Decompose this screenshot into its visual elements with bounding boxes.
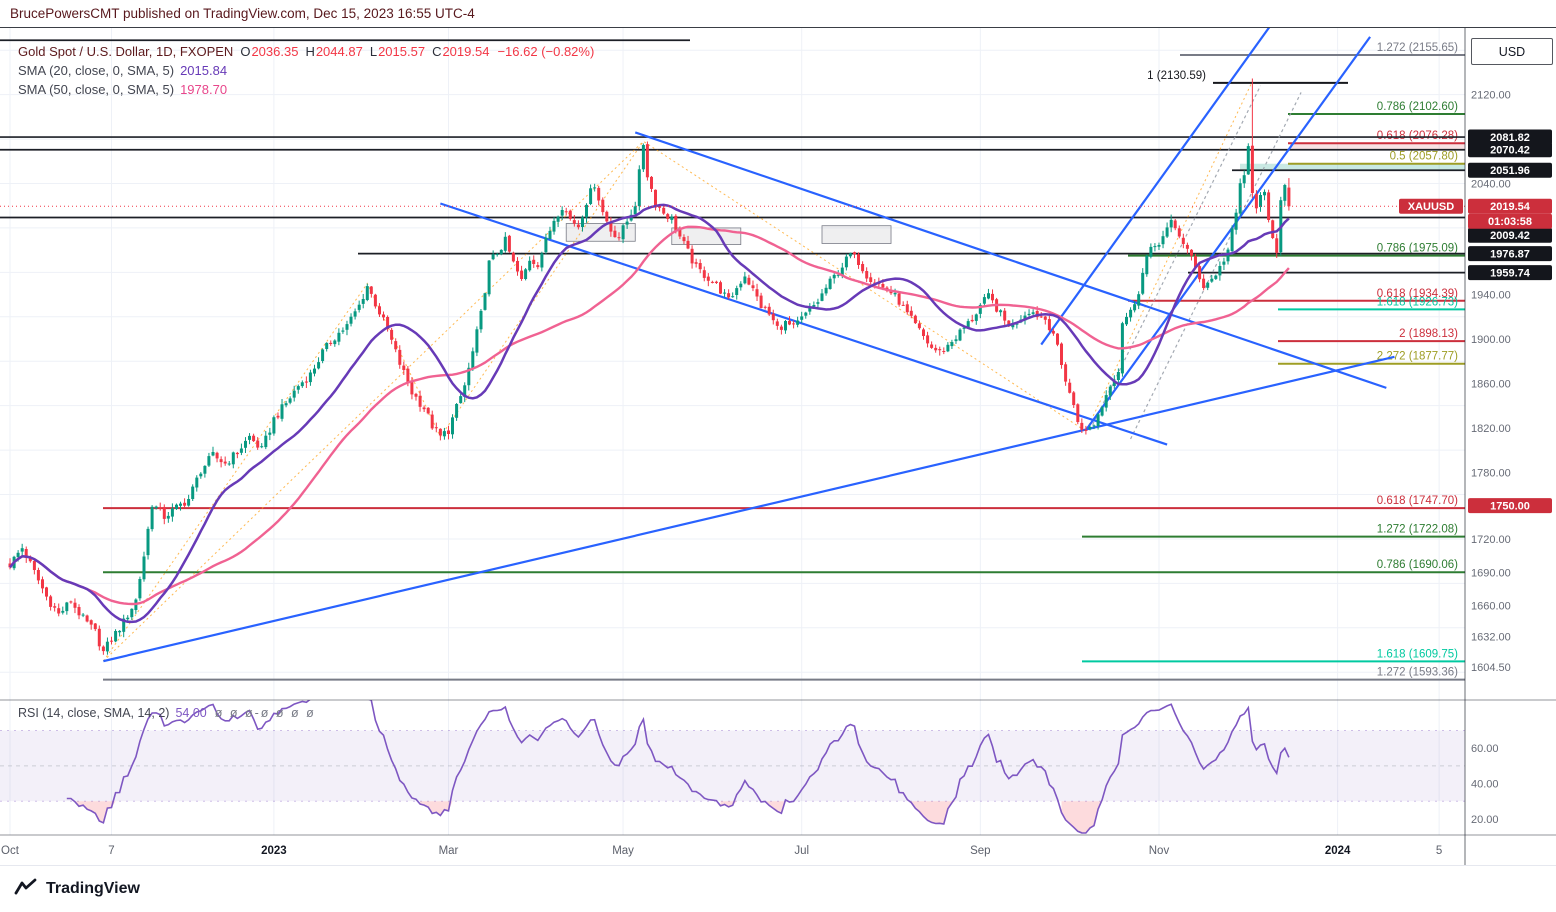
dotted-channel-line[interactable]: [1130, 92, 1302, 440]
time-axis-label[interactable]: 7: [108, 845, 114, 857]
price-axis-tick: 1604.50: [1471, 662, 1511, 674]
time-axis-label[interactable]: 2024: [1325, 845, 1351, 857]
axis-level-badge: [1468, 162, 1552, 178]
trendlines: [102, 28, 1395, 663]
currency-usd-button[interactable]: USD: [1471, 38, 1553, 65]
axis-level-badge-text: 2051.96: [1490, 165, 1530, 177]
bar-countdown-badge-text: 01:03:58: [1488, 216, 1532, 228]
fib-label: 1.618 (1926.73): [1377, 296, 1458, 308]
rsi-oversold-fill: [761, 801, 786, 814]
fib-label: 1.272 (2155.65): [1377, 42, 1458, 54]
time-axis-label[interactable]: 2023: [261, 845, 287, 857]
fib-zigzag[interactable]: [102, 81, 1253, 662]
fib-label: 0.786 (2102.60): [1377, 101, 1458, 113]
rsi-axis-tick: 20.00: [1471, 814, 1499, 826]
axis-fib-badge-text: 1750.00: [1490, 501, 1530, 513]
price-axis-tick: 1660.00: [1471, 601, 1511, 613]
price-axis-tick: 2120.00: [1471, 90, 1511, 102]
last-price-badge-text: 2019.54: [1490, 201, 1531, 213]
fib-label: 1.272 (1722.08): [1377, 524, 1458, 536]
symbol-price-badge-text: XAUUSD: [1408, 201, 1455, 213]
axis-level-badge: [1468, 246, 1552, 262]
time-axis-label[interactable]: May: [612, 845, 634, 857]
fib-label: 1 (2130.59): [1147, 70, 1206, 82]
trendline[interactable]: [1085, 36, 1371, 431]
fib-label: 0.618 (1934.39): [1377, 288, 1458, 300]
rsi-oversold-fill: [75, 801, 116, 823]
time-axis-label[interactable]: Jul: [794, 845, 809, 857]
price-axis-tick: 1940.00: [1471, 290, 1511, 302]
fib-label: 0.618 (1747.70): [1377, 495, 1458, 507]
axis-fib-badge: [1468, 498, 1552, 514]
fib-label: 1.618 (1609.75): [1377, 648, 1458, 660]
rsi-oversold-fill: [720, 801, 737, 807]
price-axis[interactable]: 2120.00 2040.00 1940.00 1900.00 1860.00 1820.…: [1468, 90, 1552, 826]
bar-countdown-badge: [1468, 213, 1552, 229]
trendline[interactable]: [103, 355, 1395, 663]
time-axis-label[interactable]: Sep: [970, 845, 990, 857]
time-axis-label[interactable]: Oct: [1, 845, 20, 857]
trendline[interactable]: [440, 202, 1168, 446]
rsi-axis-tick: 40.00: [1471, 779, 1499, 791]
price-axis-tick: 1720.00: [1471, 534, 1511, 546]
last-price-badge: [1468, 198, 1552, 214]
sma-50-line[interactable]: [9, 225, 1290, 606]
fib-label: 0.786 (1975.09): [1377, 243, 1458, 255]
dotted-channel-line[interactable]: [1089, 85, 1262, 431]
fib-zones: [565, 143, 1465, 245]
tradingview-logo-icon[interactable]: [14, 878, 38, 901]
fib-label: 0.5 (2057.80): [1390, 151, 1459, 163]
rsi-line[interactable]: [66, 699, 1290, 834]
trendline[interactable]: [634, 131, 1387, 389]
price-axis-tick: 1900.00: [1471, 334, 1511, 346]
price-axis-tick: 1860.00: [1471, 378, 1511, 390]
axis-level-badge: [1468, 142, 1552, 158]
time-axis-label[interactable]: 5: [1436, 845, 1442, 857]
time-axis-label[interactable]: Mar: [439, 845, 459, 857]
rsi-oversold-fill: [911, 801, 956, 824]
publish-header-text: BrucePowersCMT published on TradingView.…: [10, 6, 475, 21]
fib-label: 1.272 (1593.36): [1377, 667, 1458, 679]
chart-canvas[interactable]: 1.272 (2155.65) 1 (2130.59) 0.786 (2102.60…: [0, 28, 1556, 865]
price-axis-tick: 1820.00: [1471, 423, 1511, 435]
rsi-band: [0, 730, 1465, 802]
publish-header: BrucePowersCMT published on TradingView.…: [0, 0, 1556, 28]
time-axis-label[interactable]: Nov: [1149, 845, 1170, 857]
footer-bar: TradingView: [0, 865, 1556, 912]
tradingview-logo-text[interactable]: TradingView: [46, 880, 140, 897]
price-axis-tick: 1632.00: [1471, 632, 1511, 644]
axis-level-badge: [1468, 227, 1552, 243]
axis-level-badge-text: 1976.87: [1490, 249, 1530, 261]
axis-level-badge-text: 1959.74: [1490, 268, 1531, 280]
symbol-price-badge: [1399, 198, 1463, 214]
fib-label: 2.272 (1877.77): [1377, 351, 1458, 363]
price-axis-tick: 2040.00: [1471, 179, 1511, 191]
rsi-axis-tick: 60.00: [1471, 743, 1499, 755]
axis-level-badge: [1468, 265, 1552, 281]
fib-label: 2 (1898.13): [1399, 328, 1458, 340]
axis-level-badge-text: 2081.82: [1490, 132, 1530, 144]
axis-level-badge-text: 2070.42: [1490, 145, 1530, 157]
price-axis-tick: 1690.00: [1471, 567, 1511, 579]
sma-20-line[interactable]: [9, 203, 1290, 624]
trendline[interactable]: [1040, 28, 1276, 346]
fib-label: 0.786 (1690.06): [1377, 559, 1458, 571]
consolidation-box[interactable]: [821, 225, 892, 244]
axis-level-badge: [1468, 129, 1552, 145]
rsi-oversold-fill: [420, 801, 453, 816]
chart-area: 1.272 (2155.65) 1 (2130.59) 0.786 (2102.60…: [0, 28, 1556, 865]
price-axis-tick: 1780.00: [1471, 467, 1511, 479]
consolidation-box[interactable]: [565, 223, 636, 242]
axis-level-badge-text: 2009.42: [1490, 230, 1530, 242]
time-axis[interactable]: Oct 7 2023 Mar May Jul Sep Nov 2024 5: [1, 845, 1442, 857]
